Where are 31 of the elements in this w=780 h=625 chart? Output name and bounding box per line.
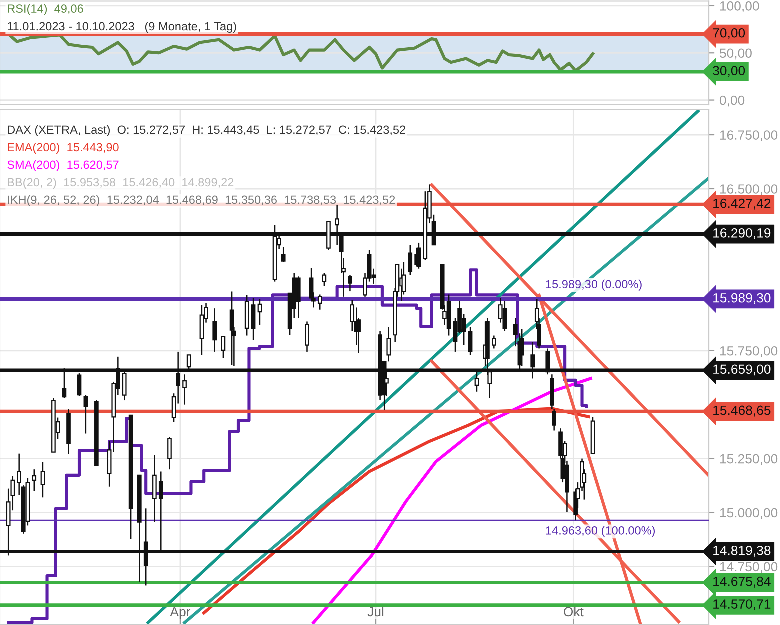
x-tick-label: Apr — [170, 607, 191, 620]
ref-line-label: 70,00 — [713, 28, 746, 40]
ref-line-label: 14.819,38 — [714, 546, 771, 557]
ref-line-label: 14.675,84 — [714, 576, 771, 588]
y-tick-label: 0,00 — [720, 96, 745, 107]
ref-line-label: 30,00 — [713, 66, 746, 78]
ref-line-label: 15.659,00 — [714, 364, 771, 376]
annotation: 15.989,30 (0.00%) — [546, 280, 642, 291]
annotation: RSI(14) 49,06 — [8, 4, 84, 16]
ref-line-label: 14.570,71 — [714, 600, 771, 611]
annotation: SMA(200) 15.620,57 — [8, 160, 119, 172]
y-tick-label: 16.500,00 — [720, 184, 778, 196]
annotation: BB(20, 2) 15.953,58 15.426,40 14.899,22 — [8, 178, 234, 189]
ref-line-label: 16.427,42 — [714, 198, 771, 210]
annotation: 14.963,60 (100.00%) — [546, 526, 656, 538]
y-tick-label: 14.750,00 — [720, 562, 778, 574]
y-tick-label: 15.000,00 — [720, 508, 778, 520]
ref-line-label: 15.989,30 — [714, 293, 771, 304]
y-tick-label: 16.750,00 — [720, 130, 778, 142]
ref-line-label: 15.468,65 — [714, 406, 771, 417]
annotation: DAX (XETRA, Last) O: 15.272,57 H: 15.443,45 L: 15.272,57 C: 15.423,52 — [8, 125, 406, 136]
annotation: EMA(200) 15.443,90 — [8, 142, 119, 154]
x-tick-label: Jul — [368, 606, 384, 617]
annotation: IKH(9, 26, 52, 26) 15.232,04 15.468,69 15.350,36 15.738,53 15.423,52 — [8, 195, 396, 206]
x-tick-label: Okt — [564, 606, 584, 617]
y-tick-label: 15.750,00 — [720, 346, 778, 358]
ref-line-label: 16.290,19 — [714, 228, 771, 240]
y-tick-label: 50,00 — [720, 48, 752, 60]
y-tick-label: 15.250,00 — [720, 454, 778, 466]
y-tick-label: 100,00 — [720, 2, 760, 12]
annotation: 11.01.2023 - 10.10.2023 (9 Monate, 1 Tag) — [8, 22, 236, 34]
